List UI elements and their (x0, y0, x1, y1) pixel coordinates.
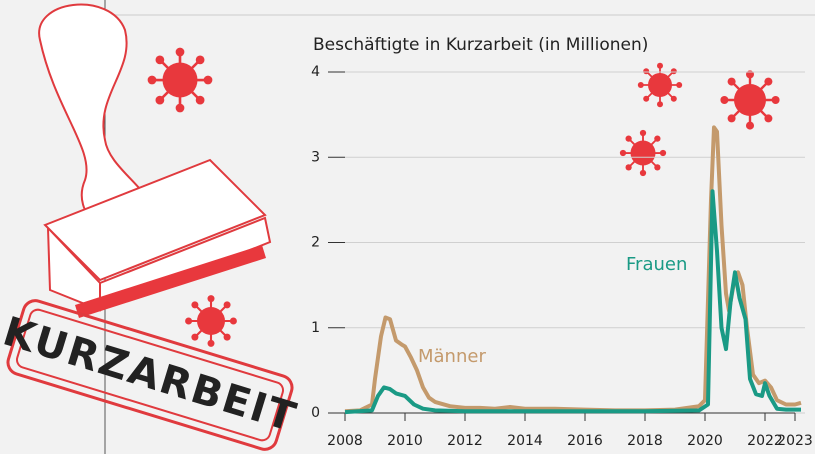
x-tick-label: 2010 (387, 433, 423, 449)
x-tick-label: 2016 (567, 433, 603, 449)
y-tick-label: 1 (311, 320, 320, 336)
series-label: Frauen (626, 254, 687, 275)
series-label: Männer (418, 346, 486, 367)
x-tick-label: 2014 (507, 433, 543, 449)
x-tick-label: 2012 (447, 433, 483, 449)
x-tick-label: 2023 (777, 433, 813, 449)
x-tick-label: 2018 (627, 433, 663, 449)
x-tick-label: 2020 (687, 433, 723, 449)
x-tick-label: 2008 (327, 433, 363, 449)
y-tick-label: 4 (311, 64, 320, 80)
series-line (345, 127, 801, 411)
page: KURZARBEIT Beschäftigte in Kurzarbeit (i… (0, 0, 815, 454)
chart-title: Beschäftigte in Kurzarbeit (in Millionen… (313, 35, 648, 55)
y-tick-label: 0 (311, 405, 320, 421)
y-tick-label: 2 (311, 235, 320, 251)
y-tick-label: 3 (311, 149, 320, 165)
stamp-illustration: KURZARBEIT (0, 5, 307, 454)
